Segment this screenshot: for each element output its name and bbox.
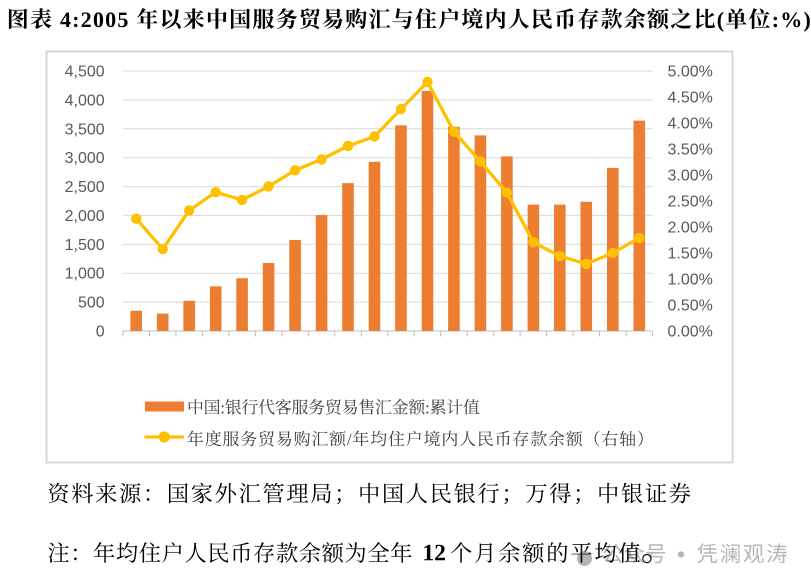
svg-text:3,000: 3,000 (65, 150, 105, 167)
svg-text:3.00%: 3.00% (668, 168, 713, 185)
svg-text:3,500: 3,500 (65, 121, 105, 138)
svg-text:4.00%: 4.00% (668, 116, 713, 133)
svg-text:4,000: 4,000 (65, 92, 105, 109)
svg-text:4.50%: 4.50% (668, 90, 713, 107)
svg-text:0.50%: 0.50% (668, 298, 713, 315)
svg-text:2.00%: 2.00% (668, 220, 713, 237)
svg-text:0: 0 (96, 324, 105, 341)
svg-text:1.50%: 1.50% (668, 246, 713, 263)
svg-text:2,500: 2,500 (65, 179, 105, 196)
svg-text:1.00%: 1.00% (668, 272, 713, 289)
svg-text:500: 500 (78, 295, 105, 312)
svg-text:4,500: 4,500 (65, 64, 105, 81)
svg-text:2.50%: 2.50% (668, 194, 713, 211)
svg-text:2,000: 2,000 (65, 208, 105, 225)
svg-text:0.00%: 0.00% (668, 324, 713, 341)
svg-text:1,500: 1,500 (65, 237, 105, 254)
svg-text:1,000: 1,000 (65, 266, 105, 283)
svg-text:3.50%: 3.50% (668, 142, 713, 159)
svg-text:5.00%: 5.00% (668, 64, 713, 81)
